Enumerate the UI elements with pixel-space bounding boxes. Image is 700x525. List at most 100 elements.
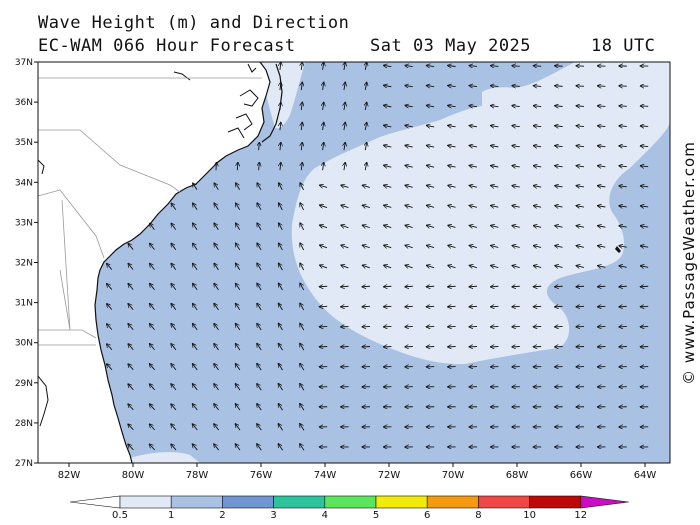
- direction-arrow: [280, 142, 281, 151]
- direction-arrow: [128, 384, 134, 391]
- direction-arrow: [300, 283, 305, 291]
- lat-label: 32N: [15, 259, 33, 269]
- direction-arrow: [300, 343, 305, 351]
- direction-arrow: [384, 245, 392, 247]
- direction-arrow: [257, 323, 262, 331]
- direction-arrow: [300, 424, 305, 431]
- legend-swatch: [478, 495, 530, 509]
- direction-arrow: [301, 142, 302, 151]
- direction-arrow: [405, 145, 413, 147]
- legend-swatch: [375, 495, 428, 509]
- direction-arrow: [278, 343, 283, 351]
- direction-arrow: [597, 106, 606, 107]
- direction-arrow: [362, 225, 370, 227]
- direction-arrow: [640, 306, 649, 307]
- direction-arrow: [341, 205, 349, 207]
- direction-arrow: [107, 324, 113, 330]
- direction-arrow: [149, 303, 155, 310]
- legend-tick-label: 10: [523, 510, 536, 521]
- direction-arrow: [192, 424, 198, 431]
- direction-arrow: [426, 205, 435, 207]
- lon-label: 66W: [570, 470, 593, 481]
- legend-swatch: [273, 495, 326, 509]
- lat-label: 27N: [15, 459, 33, 469]
- direction-arrow: [426, 85, 435, 86]
- direction-arrow: [384, 205, 392, 207]
- direction-arrow: [490, 205, 499, 207]
- direction-arrow: [192, 344, 198, 351]
- direction-arrow: [214, 343, 219, 351]
- direction-arrow: [319, 245, 328, 248]
- direction-arrow: [344, 162, 345, 171]
- direction-arrow: [640, 226, 649, 227]
- direction-arrow: [341, 286, 349, 287]
- direction-arrow: [597, 286, 606, 287]
- direction-arrow: [426, 105, 435, 106]
- direction-arrow: [619, 146, 627, 147]
- direction-arrow: [341, 306, 349, 307]
- direction-arrow: [490, 66, 499, 67]
- direction-arrow: [149, 384, 155, 391]
- direction-arrow: [362, 306, 371, 307]
- model-forecast-label: EC-WAM 066 Hour Forecast: [38, 36, 296, 56]
- direction-arrow: [107, 284, 113, 290]
- direction-arrow: [640, 206, 649, 207]
- direction-arrow: [512, 265, 520, 267]
- direction-arrow: [278, 383, 283, 391]
- direction-arrow: [300, 444, 305, 451]
- forecast-time: 18 UTC: [591, 36, 656, 56]
- direction-arrow: [490, 86, 499, 87]
- legend-tick-label: 2: [219, 510, 225, 521]
- direction-arrow: [512, 286, 520, 287]
- direction-arrow: [257, 203, 262, 211]
- direction-arrow: [192, 364, 198, 371]
- legend-tick-label: 0.5: [112, 510, 128, 521]
- direction-arrow: [448, 286, 456, 287]
- direction-arrow: [512, 186, 520, 188]
- direction-arrow: [597, 206, 606, 207]
- direction-arrow: [555, 266, 563, 268]
- direction-arrow: [576, 106, 585, 107]
- coastline: [94, 62, 271, 463]
- direction-arrow: [576, 266, 584, 268]
- lon-label: 76W: [250, 470, 273, 481]
- direction-arrow: [236, 203, 241, 211]
- direction-arrow: [128, 263, 134, 270]
- direction-arrow: [300, 263, 305, 271]
- direction-arrow: [383, 105, 392, 107]
- direction-arrow: [257, 444, 262, 451]
- direction-arrow: [533, 66, 542, 67]
- lat-label: 28N: [15, 419, 33, 429]
- direction-arrow: [150, 243, 155, 250]
- direction-arrow: [257, 424, 262, 431]
- direction-arrow: [128, 424, 134, 431]
- legend-swatch: [324, 495, 377, 509]
- direction-arrow: [171, 243, 177, 250]
- direction-arrow: [278, 444, 284, 451]
- direction-arrow: [490, 106, 499, 107]
- direction-arrow: [300, 223, 305, 231]
- direction-arrow: [278, 263, 283, 271]
- direction-arrow: [171, 364, 177, 371]
- direction-arrow: [426, 145, 435, 147]
- direction-arrow: [469, 145, 478, 146]
- direction-arrow: [640, 246, 649, 247]
- direction-arrow: [469, 245, 477, 247]
- direction-arrow: [171, 203, 177, 210]
- direction-arrow: [426, 165, 435, 167]
- bermuda-island: [615, 246, 621, 253]
- direction-arrow: [597, 186, 606, 187]
- direction-arrow: [619, 286, 627, 287]
- direction-arrow: [171, 444, 177, 451]
- direction-arrow: [278, 424, 283, 431]
- direction-arrow: [512, 66, 520, 67]
- direction-arrow: [426, 65, 435, 66]
- direction-arrow: [469, 165, 478, 167]
- direction-arrow: [512, 225, 520, 227]
- direction-arrows: [106, 62, 649, 451]
- direction-arrow: [237, 162, 238, 171]
- direction-arrow: [555, 106, 563, 107]
- direction-arrow: [533, 186, 542, 187]
- direction-arrow: [192, 263, 198, 271]
- direction-arrow: [555, 226, 563, 228]
